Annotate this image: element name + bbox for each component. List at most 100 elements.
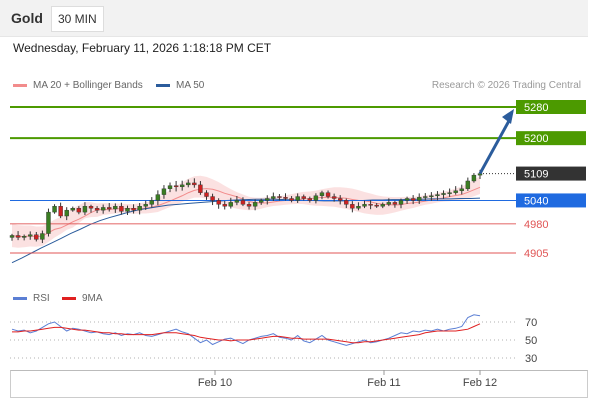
- level-4905: 4905: [10, 248, 548, 260]
- candle-body: [338, 198, 343, 201]
- legend-9ma-label: 9MA: [82, 293, 103, 304]
- candle-body: [137, 206, 142, 211]
- candle: [131, 204, 136, 214]
- candle-body: [447, 192, 452, 194]
- candle-body: [471, 174, 477, 182]
- candle: [88, 204, 94, 213]
- rsi-level-label: 30: [525, 353, 537, 365]
- forecast-arrow-head: [502, 108, 514, 124]
- candle: [313, 193, 319, 204]
- candle-body: [34, 234, 39, 240]
- candle-body: [423, 196, 428, 198]
- candle-body: [435, 194, 440, 196]
- candle-body: [295, 196, 300, 201]
- candle: [417, 193, 422, 204]
- candle: [94, 206, 100, 214]
- candle-body: [301, 196, 306, 199]
- candle: [40, 230, 45, 244]
- candle-body: [410, 198, 416, 201]
- candle: [258, 198, 264, 205]
- candle: [167, 182, 173, 193]
- candle-body: [167, 185, 173, 189]
- candle: [271, 192, 276, 201]
- candle: [344, 198, 349, 209]
- candle: [295, 193, 300, 203]
- candle: [252, 199, 258, 211]
- candle-body: [125, 208, 130, 212]
- candle-body: [94, 208, 100, 211]
- candle: [143, 200, 148, 210]
- candle: [325, 190, 331, 199]
- candle-body: [265, 198, 270, 201]
- candle-body: [21, 236, 27, 238]
- candle-body: [258, 200, 264, 203]
- candle-body: [325, 192, 331, 197]
- candle-body: [271, 196, 276, 199]
- candle-body: [52, 206, 57, 213]
- legend-ma50-label: MA 50: [176, 80, 205, 91]
- candle: [362, 200, 367, 209]
- timeframe-button[interactable]: 30 MIN: [51, 6, 104, 32]
- rsi-ma9-line: [12, 323, 481, 344]
- candle-body: [216, 200, 221, 205]
- level-label: 5109: [524, 169, 548, 181]
- candle-body: [417, 197, 422, 201]
- candle: [34, 231, 39, 242]
- candle: [186, 179, 191, 188]
- candle-body: [307, 198, 313, 201]
- candle-body: [143, 204, 148, 207]
- candle-body: [107, 207, 112, 210]
- candle-body: [46, 211, 51, 234]
- candle: [277, 194, 282, 201]
- candle-body: [76, 208, 82, 213]
- candle: [380, 202, 385, 209]
- candle: [15, 231, 21, 241]
- candle: [374, 203, 379, 208]
- candle: [465, 177, 471, 191]
- candle-body: [368, 204, 373, 206]
- candle: [289, 196, 294, 203]
- level-4980: 4980: [10, 219, 548, 231]
- candle-body: [356, 206, 361, 209]
- candle-body: [319, 192, 325, 196]
- candle: [192, 178, 197, 188]
- bollinger-band: [12, 175, 480, 248]
- candle-body: [198, 184, 203, 193]
- rsi-level-label: 50: [525, 335, 537, 347]
- candle-body: [398, 200, 404, 205]
- candle-body: [240, 200, 246, 205]
- candle-body: [9, 235, 15, 238]
- candle-body: [228, 202, 234, 207]
- chart-header: Gold 30 MIN: [0, 0, 588, 37]
- level-5280: 5280: [10, 100, 586, 114]
- candle: [70, 206, 75, 212]
- level-label: 4980: [524, 219, 548, 231]
- level-label: 4905: [524, 248, 548, 260]
- candle: [210, 193, 215, 206]
- legend-9ma: 9MA: [62, 293, 103, 304]
- candle: [386, 198, 392, 207]
- candle-body: [380, 204, 385, 207]
- x-tick-label: Feb 12: [463, 377, 497, 389]
- candle: [319, 190, 325, 200]
- candle-body: [331, 196, 337, 199]
- candle: [459, 184, 464, 195]
- candle-body: [350, 204, 355, 209]
- candle-body: [40, 233, 45, 240]
- candle: [423, 193, 428, 201]
- candle: [155, 190, 161, 206]
- legend-9ma-swatch: [62, 296, 76, 300]
- candle-body: [58, 206, 63, 217]
- forecast-arrow-shaft: [478, 118, 512, 175]
- rsi-line: [11, 314, 481, 346]
- level-box: [516, 166, 586, 181]
- candle: [113, 203, 118, 213]
- candle: [52, 204, 57, 214]
- legend-ma50: MA 50: [156, 80, 204, 91]
- candle-body: [459, 188, 464, 191]
- candle-body: [246, 204, 252, 207]
- candle-body: [88, 206, 94, 209]
- candle: [28, 231, 33, 240]
- candle: [441, 190, 446, 199]
